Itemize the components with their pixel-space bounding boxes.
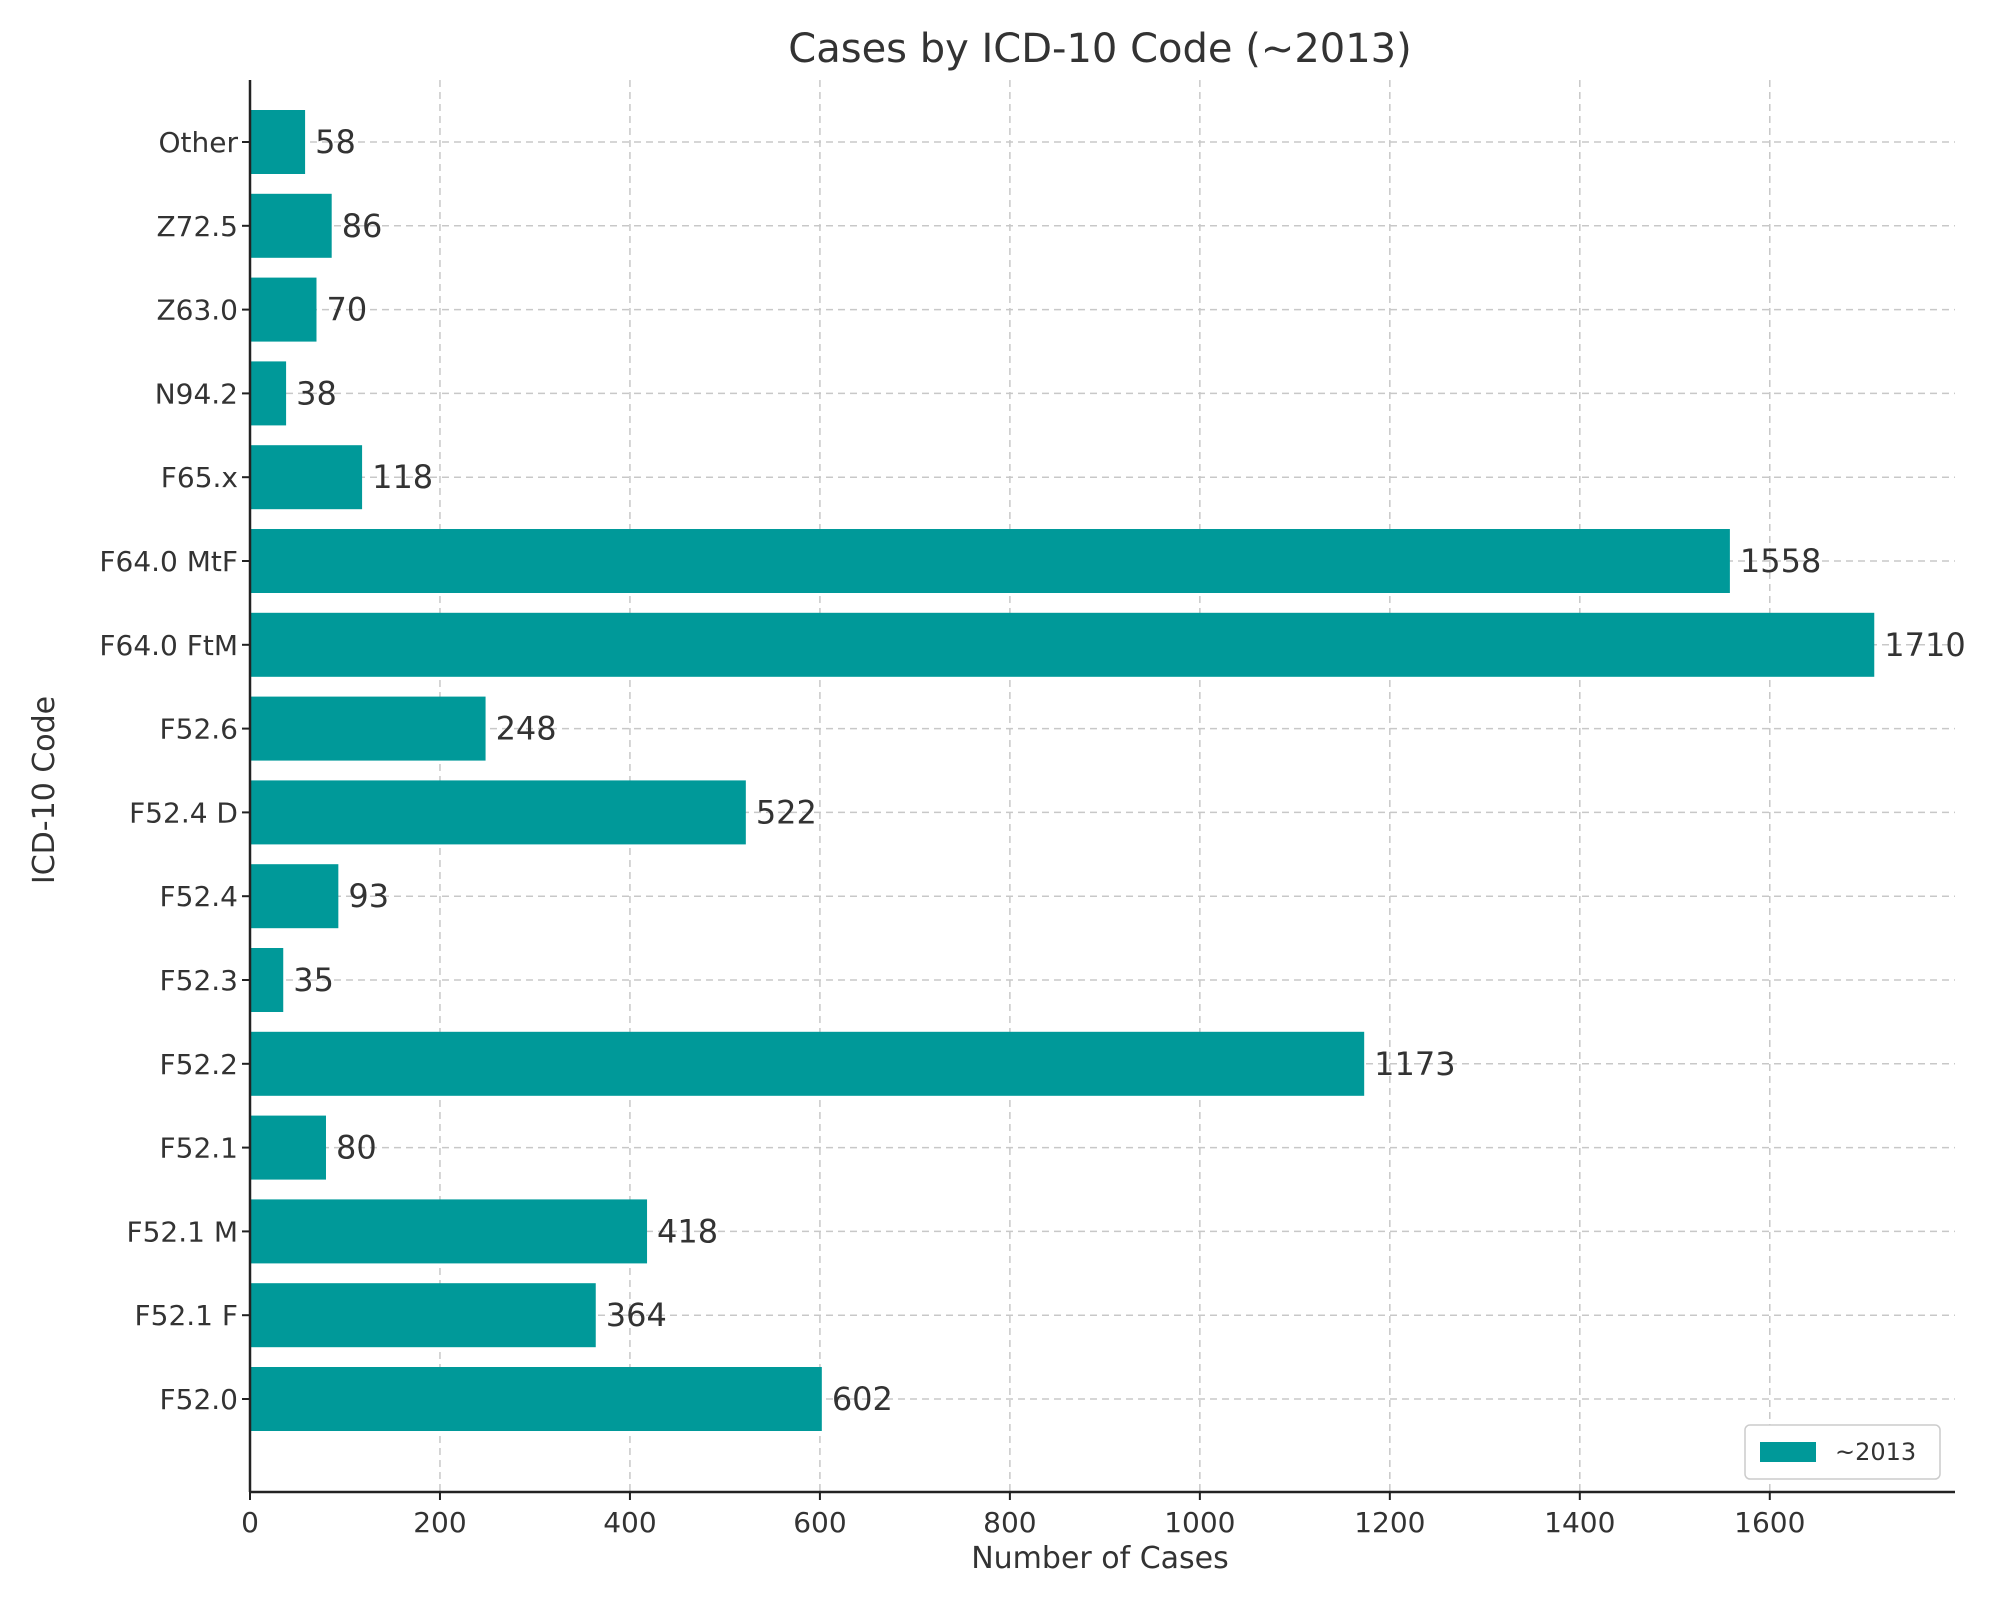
- bar: [250, 1367, 822, 1431]
- bar: [250, 780, 746, 845]
- bar: [250, 277, 317, 342]
- y-tick-label: F52.4 D: [129, 796, 238, 829]
- y-tick-label: F52.1 F: [135, 1299, 238, 1332]
- y-tick-label: F52.4: [160, 880, 238, 913]
- bar-value-label: 364: [606, 1296, 667, 1334]
- y-tick-label: F64.0 FtM: [99, 629, 238, 662]
- y-tick-label: F52.1 M: [126, 1215, 238, 1248]
- y-tick-label: F52.2: [160, 1048, 238, 1081]
- bar-value-label: 418: [657, 1212, 718, 1250]
- bar: [250, 1283, 596, 1348]
- bar-value-label: 35: [293, 961, 334, 999]
- bar-value-label: 1710: [1884, 626, 1965, 664]
- x-tick-label: 600: [793, 1506, 846, 1539]
- y-tick-label: Other: [158, 126, 238, 159]
- x-tick-label: 1200: [1354, 1506, 1425, 1539]
- data-labels: 602 364 418 80 1173 35 93 522 248 1710 1558 118 38 70…: [293, 123, 1965, 1418]
- y-tick-label: F52.1: [160, 1132, 238, 1165]
- x-tick-label: 1000: [1164, 1506, 1235, 1539]
- y-tick-label: Z63.0: [156, 294, 238, 327]
- y-axis-label: ICD-10 Code: [27, 696, 62, 884]
- bar: [250, 1031, 1365, 1096]
- y-tick-label: F52.0: [160, 1383, 238, 1416]
- y-tick-label: F64.0 MtF: [99, 545, 238, 578]
- bar-value-label: 118: [372, 458, 433, 496]
- x-axis-ticks: 0 200 400 600 800 1000 1200 1400 1600: [241, 1492, 1805, 1539]
- y-tick-label: Z72.5: [156, 210, 238, 243]
- chart-title: Cases by ICD-10 Code (~2013): [788, 26, 1411, 72]
- bar-value-label: 522: [756, 793, 817, 831]
- bar-value-label: 86: [342, 207, 383, 245]
- x-tick-label: 200: [413, 1506, 466, 1539]
- bar: [250, 948, 284, 1012]
- bar: [250, 864, 339, 929]
- y-tick-label: N94.2: [155, 377, 238, 410]
- legend: ~2013: [1744, 1424, 1941, 1480]
- bar: [250, 1115, 326, 1180]
- bar-value-label: 93: [348, 877, 389, 915]
- x-tick-label: 1400: [1544, 1506, 1615, 1539]
- bars: [250, 110, 1875, 1431]
- bar-value-label: 58: [315, 123, 356, 161]
- y-tick-label: F65.x: [161, 461, 238, 494]
- x-tick-label: 800: [983, 1506, 1036, 1539]
- bar-value-label: 248: [496, 710, 557, 748]
- x-tick-label: 1600: [1734, 1506, 1805, 1539]
- y-tick-label: F52.3: [160, 964, 238, 997]
- legend-box: [1744, 1424, 1941, 1480]
- bar: [250, 193, 332, 258]
- bar: [250, 1199, 648, 1264]
- bar: [250, 612, 1875, 677]
- bar-value-label: 38: [296, 374, 337, 412]
- bar: [250, 696, 486, 761]
- bar-value-label: 1173: [1374, 1045, 1455, 1083]
- x-axis-label: Number of Cases: [971, 1541, 1229, 1576]
- x-tick-label: 0: [241, 1506, 259, 1539]
- bar-value-label: 602: [832, 1380, 893, 1418]
- x-tick-label: 400: [603, 1506, 656, 1539]
- bar-value-label: 70: [326, 291, 367, 329]
- bar-value-label: 1558: [1740, 542, 1821, 580]
- bar: [250, 445, 363, 510]
- y-tick-label: F52.6: [160, 713, 238, 746]
- bar: [250, 361, 287, 426]
- legend-swatch: [1760, 1442, 1816, 1462]
- bar: [250, 110, 306, 174]
- legend-label: ~2013: [1835, 1438, 1916, 1466]
- y-axis-ticks: F52.0 F52.1 F F52.1 M F52.1 F52.2 F52.3 F52.4 F…: [99, 126, 250, 1416]
- bar-value-label: 80: [336, 1129, 377, 1167]
- bar: [250, 529, 1730, 593]
